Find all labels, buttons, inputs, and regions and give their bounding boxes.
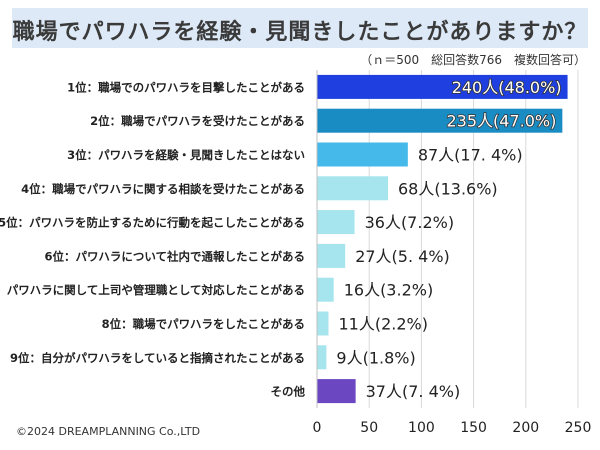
data-label: 16人(3.2%) [344,281,434,300]
bar [317,277,334,302]
bar [317,311,329,336]
category-label: 6位：パワハラについて社内で通報したことがある [44,249,305,263]
copyright: ©2024 DREAMPLANNING Co.,LTD [16,425,201,438]
sample-note: （ｎ＝500 総回答数766 複数回答可） [360,53,586,67]
data-label: 68人(13.6%) [398,179,498,198]
bar [317,210,355,235]
data-label: 240人(48.0%) [452,78,562,97]
data-label: 9人(1.8%) [336,348,415,367]
data-label: 27人(5. 4%) [355,247,450,266]
category-label: 3位：パワハラを経験・見聞きしたことはない [67,148,305,162]
category-label: 7位：パワハラに関して上司や管理職として対応したことがある [0,283,305,297]
data-label: 36人(7.2%) [365,213,455,232]
bar [317,243,346,268]
category-label: 4位：職場でパワハラに関する相談を受けたことがある [21,182,305,196]
category-label: 1位：職場でのパワハラを目撃したことがある [67,80,305,94]
chart-title: 職場でパワハラを経験・見聞きしたことがありますか？ [12,20,588,45]
category-label: その他 [271,385,306,399]
x-tick-label: 50 [360,420,378,436]
x-tick-label: 200 [512,420,539,436]
data-label: 235人(47.0%) [446,112,556,131]
x-tick-label: 100 [408,420,435,436]
category-label: 8位：職場でパワハラをしたことがある [102,317,305,331]
category-label: 9位：自分がパワハラをしていると指摘されたことがある [10,351,305,365]
x-tick-label: 0 [313,420,322,436]
bar [317,176,388,201]
bar [317,74,568,99]
bar [317,108,563,133]
category-label: 5位：パワハラを防止するために行動を起こしたことがある [0,216,305,230]
bar [317,142,408,167]
title-band: 職場でパワハラを経験・見聞きしたことがありますか？ [12,8,588,48]
x-tick-label: 250 [565,420,592,436]
bar [317,379,356,404]
bar [317,345,327,370]
data-label: 87人(17. 4%) [418,146,523,165]
x-tick-label: 150 [460,420,487,436]
category-label: 2位：職場でパワハラを受けたことがある [90,114,305,128]
data-label: 11人(2.2%) [338,315,428,334]
data-label: 37人(7. 4%) [366,382,461,401]
